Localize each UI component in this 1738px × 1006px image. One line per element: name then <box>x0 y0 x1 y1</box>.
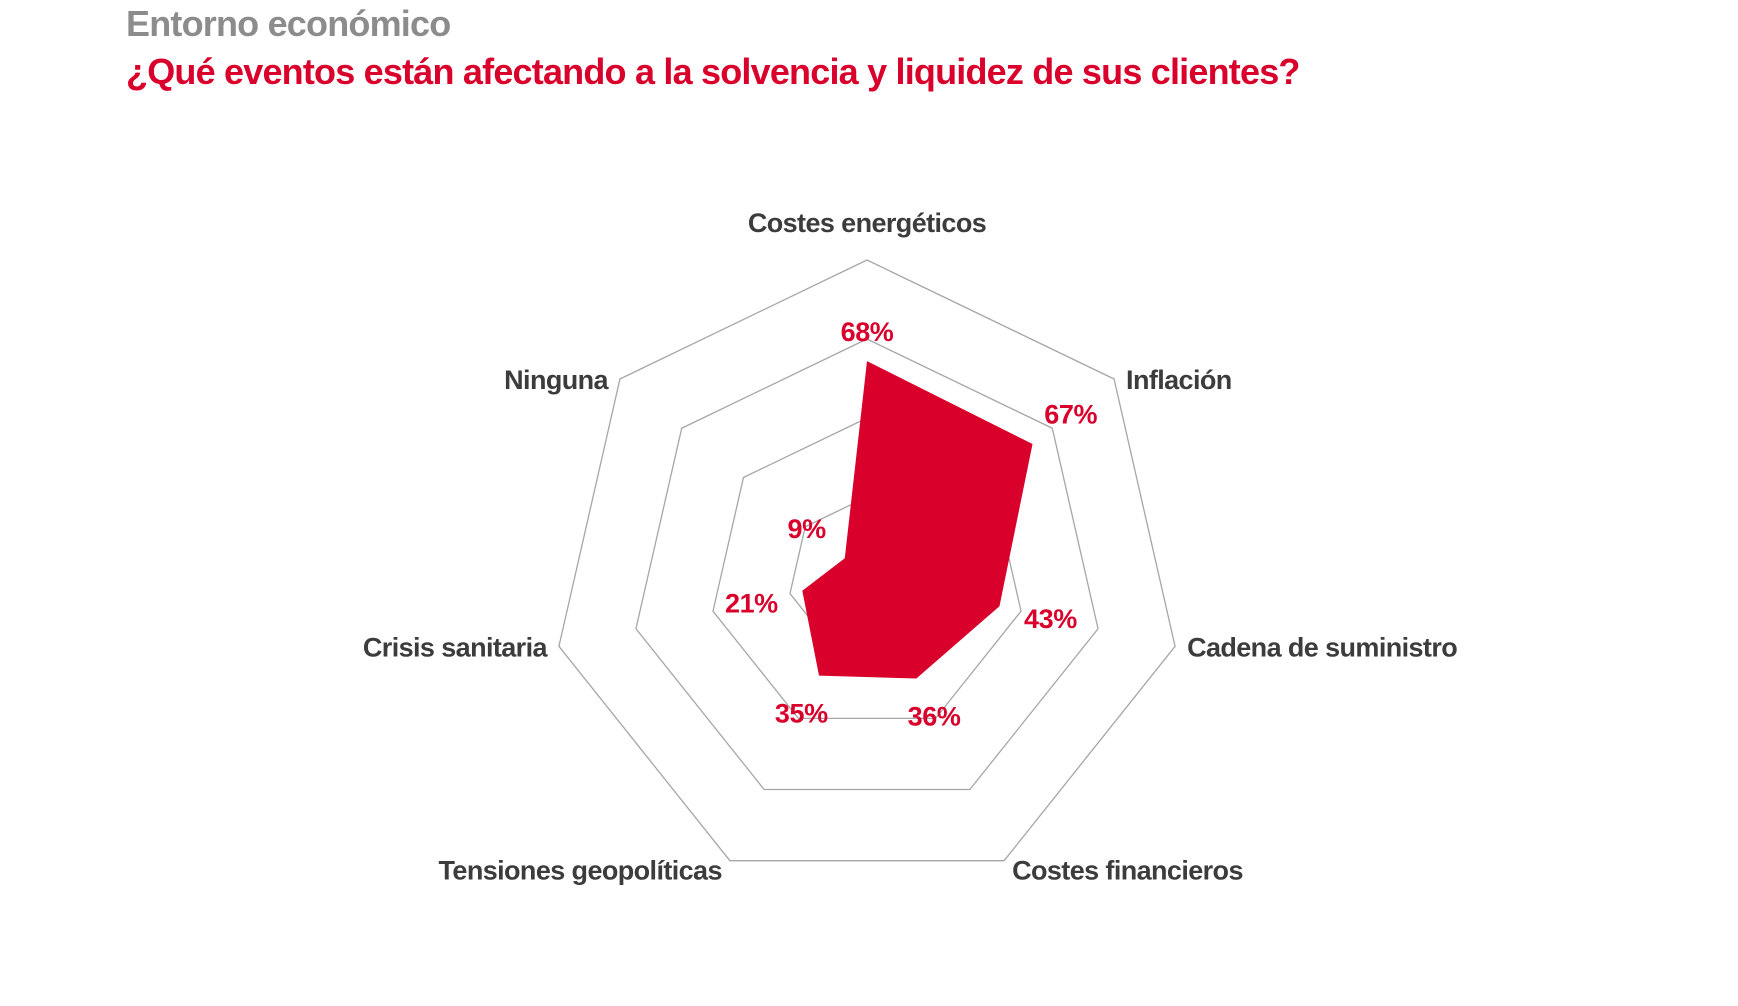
value-label-inflacion: 67% <box>1044 400 1097 430</box>
data-area-group <box>802 361 1033 679</box>
category-label-cadena-de-suministro: Cadena de suministro <box>1187 632 1457 662</box>
category-label-tensiones-geopoliticas: Tensiones geopolíticas <box>439 856 722 886</box>
category-label-costes-financieros: Costes financieros <box>1012 856 1243 886</box>
value-label-cadena-de-suministro: 43% <box>1024 604 1077 634</box>
category-label-ninguna: Ninguna <box>504 365 609 395</box>
grid-ring-75 <box>635 338 1099 791</box>
value-label-costes-financieros: 36% <box>908 701 961 731</box>
value-label-ninguna: 9% <box>787 514 826 544</box>
value-label-tensiones-geopoliticas: 35% <box>775 698 828 728</box>
value-labels: 68% 67% 43% 36% 35% 21% 9% <box>725 317 1098 731</box>
category-label-costes-energeticos: Costes energéticos <box>748 208 986 238</box>
value-label-costes-energeticos: 68% <box>841 317 894 347</box>
category-label-crisis-sanitaria: Crisis sanitaria <box>363 632 549 662</box>
category-label-inflacion: Inflación <box>1126 365 1232 395</box>
grid-ring-100 <box>558 259 1176 862</box>
header: Entorno económico ¿Qué eventos están afe… <box>126 0 1300 98</box>
data-area <box>802 361 1033 679</box>
chart-title: ¿Qué eventos están afectando a la solven… <box>126 51 1300 92</box>
value-label-crisis-sanitaria: 21% <box>725 588 778 618</box>
category-labels: Costes energéticos Inflación Cadena de sum… <box>363 208 1458 886</box>
section-kicker: Entorno económico <box>126 3 451 44</box>
